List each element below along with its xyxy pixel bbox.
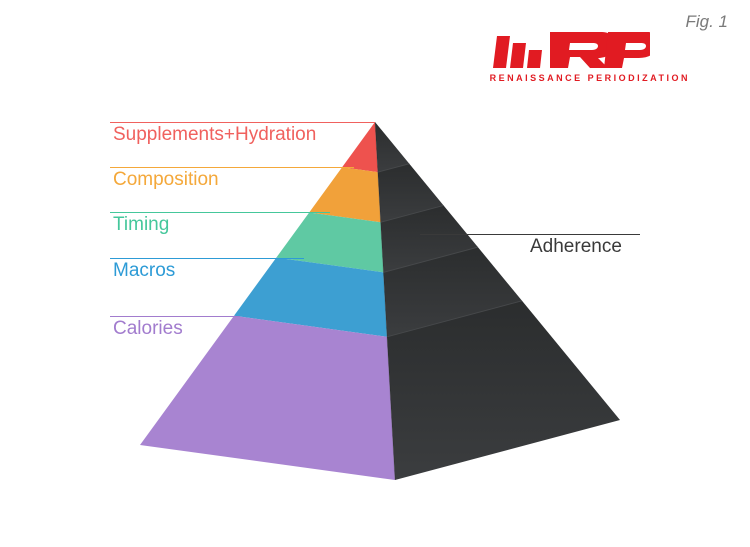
tier-rule-composition bbox=[110, 167, 354, 168]
tier-rule-calories bbox=[110, 316, 240, 317]
tier-rule-macros bbox=[110, 258, 304, 259]
tier-label-macros: Macros bbox=[113, 260, 175, 282]
tier-rule-timing bbox=[110, 212, 330, 213]
tier-label-composition: Composition bbox=[113, 169, 219, 191]
adherence-rule bbox=[420, 234, 640, 235]
tier-label-calories: Calories bbox=[113, 318, 183, 340]
tier-label-timing: Timing bbox=[113, 214, 169, 236]
adherence-label: Adherence bbox=[530, 236, 622, 258]
tier-rule-supplements bbox=[110, 122, 375, 123]
pyramid-labels-layer: Supplements+Hydration Composition Timing Ma… bbox=[0, 0, 750, 547]
tier-label-supplements: Supplements+Hydration bbox=[113, 124, 316, 146]
